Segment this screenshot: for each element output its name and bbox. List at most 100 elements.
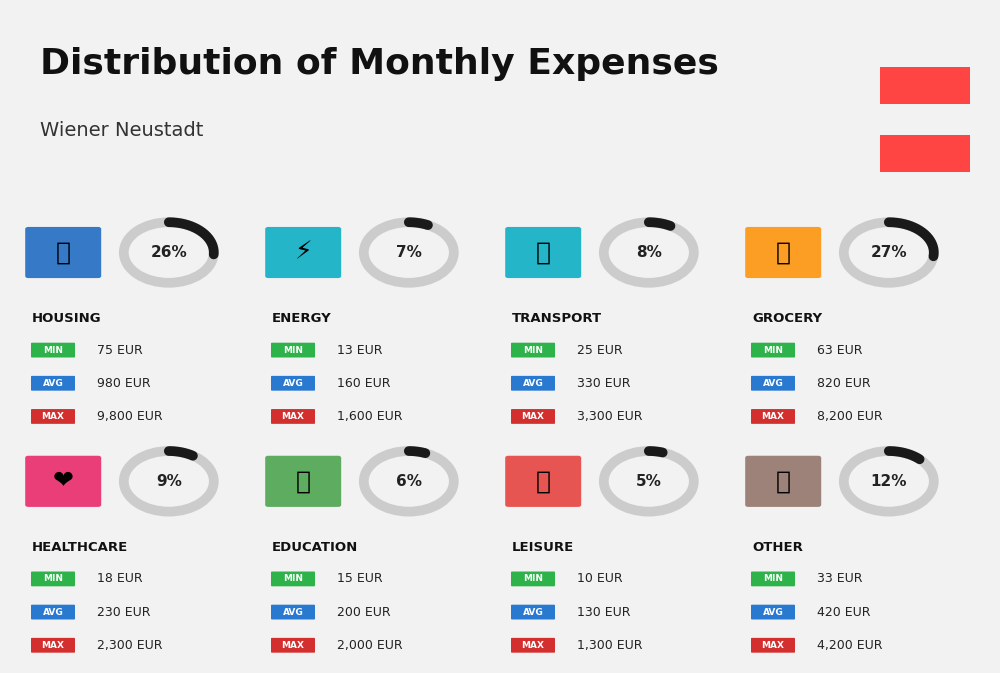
Text: 2,300 EUR: 2,300 EUR (97, 639, 162, 651)
Text: 10 EUR: 10 EUR (577, 573, 622, 586)
Text: ENERGY: ENERGY (272, 312, 332, 325)
FancyBboxPatch shape (31, 638, 75, 653)
FancyBboxPatch shape (271, 571, 315, 586)
Text: MAX: MAX (42, 412, 64, 421)
FancyBboxPatch shape (271, 409, 315, 424)
FancyBboxPatch shape (31, 376, 75, 390)
Text: 820 EUR: 820 EUR (817, 377, 870, 390)
Text: AVG: AVG (523, 608, 543, 616)
Text: 🚌: 🚌 (536, 240, 551, 264)
FancyBboxPatch shape (511, 376, 555, 390)
Text: MIN: MIN (43, 575, 63, 583)
Text: 130 EUR: 130 EUR (577, 606, 630, 618)
Text: 13 EUR: 13 EUR (337, 344, 382, 357)
Text: 9%: 9% (156, 474, 182, 489)
Text: 9,800 EUR: 9,800 EUR (97, 410, 162, 423)
Text: 75 EUR: 75 EUR (97, 344, 143, 357)
FancyBboxPatch shape (511, 604, 555, 619)
FancyBboxPatch shape (880, 135, 970, 172)
Text: Distribution of Monthly Expenses: Distribution of Monthly Expenses (40, 47, 719, 81)
Text: TRANSPORT: TRANSPORT (512, 312, 602, 325)
Text: EDUCATION: EDUCATION (272, 541, 358, 554)
Text: 25 EUR: 25 EUR (577, 344, 622, 357)
Text: 8,200 EUR: 8,200 EUR (817, 410, 882, 423)
Text: 200 EUR: 200 EUR (337, 606, 390, 618)
FancyBboxPatch shape (265, 456, 341, 507)
Text: HEALTHCARE: HEALTHCARE (32, 541, 128, 554)
Text: MIN: MIN (523, 575, 543, 583)
Text: 3,300 EUR: 3,300 EUR (577, 410, 642, 423)
FancyBboxPatch shape (265, 227, 341, 278)
FancyBboxPatch shape (271, 638, 315, 653)
Text: 33 EUR: 33 EUR (817, 573, 862, 586)
FancyBboxPatch shape (271, 376, 315, 390)
Text: 5%: 5% (636, 474, 662, 489)
FancyBboxPatch shape (751, 409, 795, 424)
FancyBboxPatch shape (751, 604, 795, 619)
Text: AVG: AVG (283, 379, 303, 388)
Text: LEISURE: LEISURE (512, 541, 574, 554)
FancyBboxPatch shape (31, 343, 75, 357)
Text: MAX: MAX (762, 412, 784, 421)
Text: 420 EUR: 420 EUR (817, 606, 870, 618)
Text: 1,300 EUR: 1,300 EUR (577, 639, 642, 651)
Text: ❤: ❤ (53, 469, 74, 493)
FancyBboxPatch shape (31, 409, 75, 424)
Text: MAX: MAX (282, 641, 305, 649)
Text: 💰: 💰 (776, 469, 791, 493)
Text: AVG: AVG (763, 608, 783, 616)
Text: MIN: MIN (283, 346, 303, 355)
Text: MAX: MAX (522, 412, 544, 421)
Text: 6%: 6% (396, 474, 422, 489)
Text: 160 EUR: 160 EUR (337, 377, 390, 390)
Text: 12%: 12% (871, 474, 907, 489)
Text: 18 EUR: 18 EUR (97, 573, 142, 586)
Text: AVG: AVG (763, 379, 783, 388)
Text: 4,200 EUR: 4,200 EUR (817, 639, 882, 651)
Text: MIN: MIN (763, 346, 783, 355)
FancyBboxPatch shape (25, 227, 101, 278)
Text: MIN: MIN (523, 346, 543, 355)
FancyBboxPatch shape (745, 227, 821, 278)
Text: MIN: MIN (763, 575, 783, 583)
FancyBboxPatch shape (751, 376, 795, 390)
Text: 1,600 EUR: 1,600 EUR (337, 410, 402, 423)
Text: MIN: MIN (283, 575, 303, 583)
Text: ⚡: ⚡ (294, 240, 312, 264)
FancyBboxPatch shape (511, 343, 555, 357)
Text: OTHER: OTHER (752, 541, 803, 554)
Text: GROCERY: GROCERY (752, 312, 822, 325)
Text: 8%: 8% (636, 245, 662, 260)
Text: MAX: MAX (42, 641, 64, 649)
FancyBboxPatch shape (271, 604, 315, 619)
Text: 980 EUR: 980 EUR (97, 377, 150, 390)
Text: 🛍: 🛍 (536, 469, 551, 493)
Text: MAX: MAX (282, 412, 305, 421)
FancyBboxPatch shape (505, 227, 581, 278)
Text: 63 EUR: 63 EUR (817, 344, 862, 357)
Text: AVG: AVG (523, 379, 543, 388)
FancyBboxPatch shape (31, 571, 75, 586)
Text: 🛒: 🛒 (776, 240, 791, 264)
Text: 🏢: 🏢 (56, 240, 71, 264)
FancyBboxPatch shape (751, 638, 795, 653)
Text: MAX: MAX (522, 641, 544, 649)
Text: 15 EUR: 15 EUR (337, 573, 382, 586)
Text: AVG: AVG (43, 608, 63, 616)
Text: 330 EUR: 330 EUR (577, 377, 630, 390)
Text: 27%: 27% (870, 245, 907, 260)
Text: HOUSING: HOUSING (32, 312, 102, 325)
FancyBboxPatch shape (511, 638, 555, 653)
Text: 26%: 26% (150, 245, 187, 260)
FancyBboxPatch shape (880, 67, 970, 104)
Text: MAX: MAX (762, 641, 784, 649)
FancyBboxPatch shape (505, 456, 581, 507)
FancyBboxPatch shape (751, 571, 795, 586)
FancyBboxPatch shape (511, 571, 555, 586)
FancyBboxPatch shape (751, 343, 795, 357)
Text: 230 EUR: 230 EUR (97, 606, 150, 618)
FancyBboxPatch shape (271, 343, 315, 357)
FancyBboxPatch shape (25, 456, 101, 507)
FancyBboxPatch shape (31, 604, 75, 619)
Text: MIN: MIN (43, 346, 63, 355)
